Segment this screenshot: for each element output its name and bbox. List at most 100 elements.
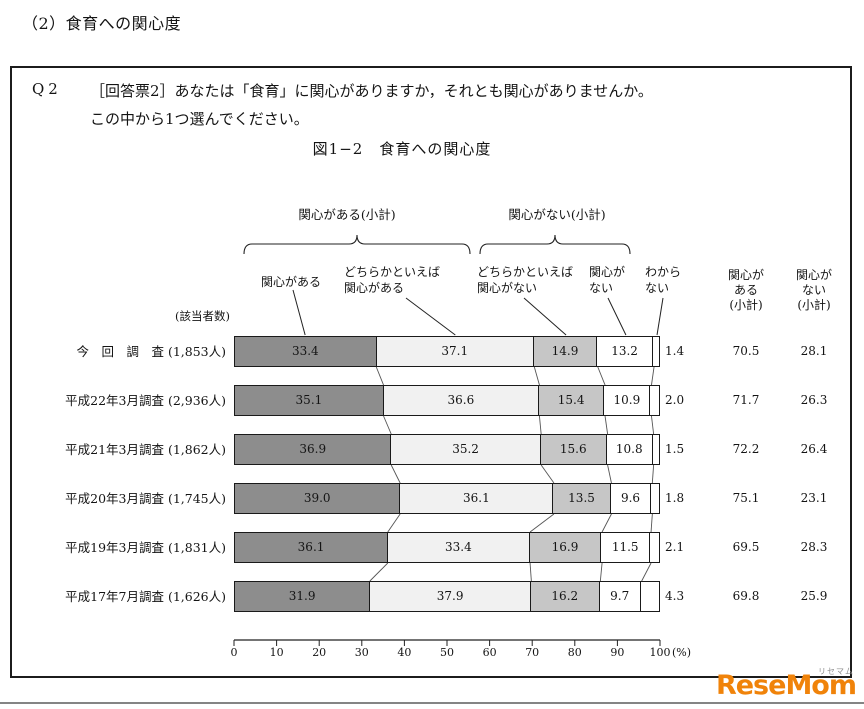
chart-title: 図1−2 食育への関心度	[312, 140, 492, 158]
bar-segment-not-interested: 10.8	[606, 435, 653, 464]
column-label-dont-know: わから ない	[645, 264, 681, 296]
bar-segment-somewhat-not-interested: 16.9	[529, 533, 602, 562]
dont-know-value: 1.5	[665, 442, 685, 456]
interested-subtotal-value: 71.7	[732, 393, 760, 407]
dont-know-value: 1.8	[665, 491, 685, 505]
axis-unit-label: (%)	[672, 646, 692, 659]
bar-row-2: 35.1 36.6 15.4 10.9	[234, 385, 660, 416]
axis-tick-label: 10	[269, 646, 284, 659]
leader-lines	[292, 289, 664, 336]
bar-segment-not-interested: 13.2	[597, 337, 654, 366]
column-label-line: 関心がある	[260, 275, 321, 289]
bar-segment-somewhat-interested: 37.9	[370, 582, 531, 611]
row-label: 平成17年7月調査 (1,626人)	[65, 589, 226, 604]
resemom-logo-text: ReseMom	[715, 670, 857, 701]
column-label-interested: 関心がある	[249, 274, 333, 290]
bar-segment-somewhat-not-interested: 15.6	[540, 435, 607, 464]
chart-lines-layer	[233, 234, 664, 646]
bar-row-1: 33.4 37.1 14.9 13.2	[234, 336, 660, 367]
bottom-rule	[0, 702, 864, 704]
bar-segment-somewhat-interested: 35.2	[391, 435, 541, 464]
summary-header-not-interested: 関心が ない (小計)	[782, 268, 846, 313]
bar-segment-dont-know	[650, 533, 659, 562]
summary-header-interested: 関心が ある (小計)	[714, 268, 778, 313]
column-label-line: ない	[645, 281, 670, 295]
axis-tick-label: 70	[525, 646, 540, 659]
resemom-logo-ruby: リセマム	[818, 667, 854, 676]
not-interested-subtotal-value: 25.9	[800, 589, 828, 603]
bar-segment-somewhat-not-interested: 13.5	[553, 484, 611, 513]
row-label: 平成20年3月調査 (1,745人)	[65, 491, 226, 506]
bar-segment-dont-know	[640, 582, 659, 611]
bar-segment-interested: 33.4	[235, 337, 377, 366]
axis-tick-label: 60	[482, 646, 497, 659]
axis	[233, 639, 661, 646]
bar-segment-dont-know	[653, 337, 659, 366]
summary-header-line: 関心が	[727, 268, 764, 282]
row-label: 平成19年3月調査 (1,831人)	[65, 540, 226, 555]
section-heading: （2）食育への関心度	[22, 14, 182, 33]
column-label-line: 関心がない	[477, 281, 538, 295]
dont-know-value: 2.1	[665, 540, 685, 554]
bar-segment-somewhat-not-interested: 16.2	[530, 582, 600, 611]
column-label-line: ない	[589, 281, 614, 295]
group-label-interested-subtotal: 関心がある(小計)	[298, 207, 396, 222]
question-text-line1: ［回答票2］あなたは「食育」に関心がありますか，それとも関心がありませんか。	[90, 82, 653, 100]
summary-header-line: 関心が	[795, 268, 832, 282]
bar-row-5: 36.1 33.4 16.9 11.5	[234, 532, 660, 563]
bar-segment-dont-know	[651, 484, 659, 513]
not-interested-subtotal-value: 28.3	[800, 540, 828, 554]
bar-segment-somewhat-interested: 36.1	[400, 484, 554, 513]
interested-subtotal-value: 75.1	[732, 491, 760, 505]
group-braces	[243, 234, 631, 255]
question-text-line2: この中から1つ選んでください。	[90, 110, 309, 128]
bar-segment-somewhat-interested: 33.4	[388, 533, 530, 562]
dont-know-value: 4.3	[665, 589, 685, 603]
summary-header-line: (小計)	[729, 298, 763, 312]
bar-row-4: 39.0 36.1 13.5 9.6	[234, 483, 660, 514]
interested-subtotal-value: 69.8	[732, 589, 760, 603]
axis-tick-label: 100	[649, 646, 671, 659]
axis-tick-label: 40	[397, 646, 412, 659]
bar-segment-somewhat-interested: 36.6	[383, 386, 539, 415]
column-label-line: 関心がある	[344, 281, 405, 295]
column-label-line: わから	[645, 265, 682, 279]
bar-segment-not-interested: 10.9	[604, 386, 651, 415]
bar-segment-dont-know	[652, 435, 659, 464]
question-figure-box: Q2 ［回答票2］あなたは「食育」に関心がありますか，それとも関心がありませんか…	[10, 66, 852, 678]
column-label-not-interested: 関心が ない	[589, 264, 625, 296]
bar-segment-not-interested: 9.7	[599, 582, 641, 611]
interested-subtotal-value: 72.2	[732, 442, 760, 456]
column-label-line: 関心が	[589, 265, 626, 279]
bar-segment-somewhat-not-interested: 14.9	[533, 337, 598, 366]
bar-segment-not-interested: 11.5	[601, 533, 651, 562]
not-interested-subtotal-value: 23.1	[800, 491, 828, 505]
bar-segment-somewhat-not-interested: 15.4	[538, 386, 605, 415]
resemom-logo: リセマム ReseMom	[715, 667, 857, 706]
row-label: 今 回 調 査 (1,853人)	[76, 344, 226, 359]
bar-segment-interested: 39.0	[235, 484, 401, 513]
dont-know-value: 2.0	[665, 393, 685, 407]
bar-row-3: 36.9 35.2 15.6 10.8	[234, 434, 660, 465]
summary-header-line: ない	[801, 283, 826, 297]
interested-subtotal-value: 69.5	[732, 540, 760, 554]
axis-tick-label: 30	[354, 646, 369, 659]
row-connectors	[369, 366, 655, 582]
summary-header-line: ある	[733, 283, 758, 297]
bar-segment-interested: 36.1	[235, 533, 389, 562]
dont-know-value: 1.4	[665, 344, 685, 358]
column-label-somewhat-interested: どちらかといえば 関心がある	[344, 264, 440, 296]
question-number: Q2	[32, 80, 62, 98]
bar-segment-dont-know	[650, 386, 659, 415]
row-label: 平成22年3月調査 (2,936人)	[65, 393, 226, 408]
column-label-line: どちらかといえば	[344, 265, 441, 279]
bar-segment-interested: 31.9	[235, 582, 371, 611]
axis-tick-label: 90	[610, 646, 625, 659]
column-label-line: どちらかといえば	[477, 265, 574, 279]
axis-tick-label: 80	[567, 646, 582, 659]
bar-segment-somewhat-interested: 37.1	[376, 337, 534, 366]
not-interested-subtotal-value: 28.1	[800, 344, 828, 358]
respondents-header: (該当者数)	[175, 309, 230, 323]
axis-tick-label: 0	[230, 646, 238, 659]
